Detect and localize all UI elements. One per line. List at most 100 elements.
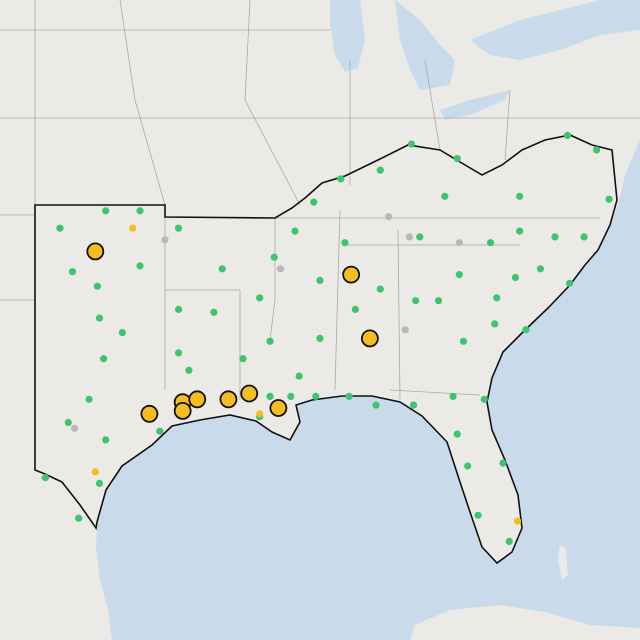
marker — [310, 198, 318, 206]
marker — [551, 233, 559, 241]
marker — [161, 236, 169, 244]
large-marker — [240, 384, 259, 403]
marker — [102, 207, 110, 215]
bahamas — [558, 545, 568, 580]
marker — [516, 192, 524, 200]
large-marker — [269, 399, 288, 417]
marker — [100, 355, 108, 363]
marker — [511, 273, 520, 282]
marker — [345, 392, 353, 400]
marker — [95, 479, 104, 487]
marker — [256, 294, 264, 302]
state-borders — [0, 0, 640, 401]
ocean — [96, 140, 640, 640]
marker — [56, 224, 64, 232]
marker — [118, 329, 126, 337]
marker — [486, 239, 495, 247]
marker — [136, 262, 144, 270]
marker — [505, 537, 513, 546]
marker — [68, 268, 77, 276]
marker — [95, 314, 104, 322]
marker — [316, 276, 324, 284]
points — [41, 131, 613, 546]
marker — [185, 366, 193, 374]
marker — [565, 279, 574, 287]
marker — [218, 265, 226, 273]
marker — [372, 401, 380, 409]
marker — [174, 224, 183, 232]
marker — [491, 320, 499, 328]
cuba — [410, 605, 640, 640]
marker — [513, 517, 522, 525]
marker — [341, 239, 349, 247]
marker — [129, 224, 137, 232]
marker — [453, 430, 461, 438]
marker — [351, 305, 359, 313]
large-marker — [342, 265, 361, 284]
marker — [64, 418, 72, 427]
marker — [407, 140, 416, 148]
marker — [287, 392, 295, 400]
marker — [453, 155, 461, 163]
marker — [455, 271, 463, 279]
marker — [593, 146, 601, 154]
marker — [295, 372, 303, 380]
marker — [412, 297, 420, 305]
marker — [276, 265, 285, 273]
marker — [210, 308, 218, 316]
marker — [256, 410, 264, 418]
marker — [376, 166, 384, 174]
large-marker — [360, 329, 379, 348]
marker — [70, 424, 79, 432]
marker — [480, 395, 488, 403]
marker — [85, 395, 93, 403]
marker — [441, 192, 449, 200]
marker — [499, 459, 507, 467]
marker — [536, 265, 545, 273]
marker — [434, 297, 443, 305]
marker — [405, 233, 413, 241]
marker — [459, 337, 468, 345]
marker — [464, 462, 472, 470]
large-marker — [188, 390, 207, 409]
marker — [516, 227, 524, 235]
marker — [605, 195, 613, 203]
large-marker — [140, 404, 159, 423]
marker — [580, 233, 588, 241]
marker — [385, 213, 393, 221]
marker — [156, 427, 164, 435]
marker — [493, 294, 501, 302]
marker — [41, 474, 50, 482]
marker — [136, 207, 144, 215]
marker — [563, 131, 572, 139]
large-marker — [219, 390, 238, 409]
marker — [75, 514, 83, 522]
marker — [174, 305, 183, 313]
marker — [522, 326, 530, 334]
great-lakes — [330, 0, 640, 120]
marker — [266, 337, 274, 345]
marker — [376, 285, 384, 293]
marker — [449, 392, 457, 400]
marker — [474, 511, 482, 519]
marker — [401, 326, 409, 334]
large-marker — [173, 401, 192, 420]
marker — [291, 227, 299, 235]
large-marker — [86, 242, 105, 261]
state-border — [0, 0, 640, 401]
marker — [91, 468, 99, 476]
marker — [416, 233, 424, 241]
marker — [266, 392, 274, 400]
marker — [270, 253, 278, 261]
marker — [93, 282, 101, 290]
marker — [409, 401, 418, 409]
marker — [239, 355, 247, 363]
region-outline — [34, 134, 618, 565]
marker — [337, 175, 345, 183]
marker — [316, 334, 324, 342]
marker — [102, 436, 110, 444]
marker — [174, 349, 183, 357]
marker — [455, 239, 463, 247]
